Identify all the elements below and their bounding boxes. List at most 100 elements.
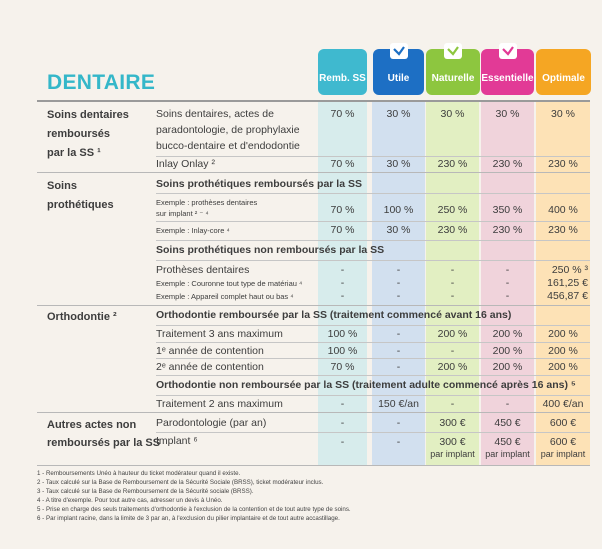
- divider: [37, 100, 590, 102]
- cell-value: 400 %: [548, 204, 578, 216]
- divider: [156, 193, 590, 194]
- cell-value: 30 %: [386, 108, 411, 120]
- cell-value: -: [450, 345, 455, 357]
- check-icon: [498, 43, 517, 59]
- section-label: Soins dentaires: [47, 109, 129, 121]
- cell-value: -: [396, 417, 401, 429]
- row-label: Traitement 3 ans maximum: [156, 328, 283, 340]
- cell-value: 200 %: [548, 361, 578, 373]
- row-label: Parodontologie (par an): [156, 417, 267, 429]
- column-bg-utile: [372, 101, 425, 465]
- cell-value: 230 %: [437, 158, 468, 170]
- cell-value: 350 %: [492, 204, 523, 216]
- column-bg-essentielle: [481, 101, 534, 465]
- cell-amount: 450 €: [494, 436, 521, 448]
- cell-value: -: [505, 264, 510, 276]
- cell-value: 70 %: [330, 108, 355, 120]
- divider: [156, 156, 590, 157]
- row-label: Exemple : prothèses dentaires: [156, 198, 258, 207]
- cell-value: 200 %: [548, 328, 578, 340]
- cell-value: 150 €/an: [378, 398, 419, 410]
- divider: [156, 325, 590, 326]
- cell-value: 300 € par implant: [426, 436, 479, 459]
- page-title: DENTAIRE: [47, 71, 156, 94]
- cell-value: -: [505, 277, 510, 289]
- section-label: remboursés par la SS: [47, 437, 161, 449]
- subsection-heading: Soins prothétiques remboursés par la SS: [156, 178, 362, 190]
- cell-value: -: [340, 264, 345, 276]
- divider: [156, 240, 590, 241]
- cell-value: 70 %: [330, 224, 355, 236]
- cell-value: -: [505, 398, 510, 410]
- plan-name: Essentielle: [481, 72, 534, 84]
- plan-header-essentielle: Essentielle: [481, 43, 534, 95]
- row-label: Traitement 2 ans maximum: [156, 398, 283, 410]
- cell-value: 70 %: [330, 361, 355, 373]
- check-icon: [444, 43, 462, 59]
- cell-value: 600 €: [549, 417, 577, 429]
- row-label: Exemple : Appareil complet haut ou bas ⁴: [156, 292, 294, 301]
- row-label: Soins dentaires, actes de: [156, 108, 274, 120]
- check-icon: [389, 43, 408, 59]
- cell-value: 200 %: [437, 328, 468, 340]
- cell-value: 100 %: [327, 328, 358, 340]
- row-label: sur implant ² ⁻ ⁴: [156, 209, 209, 218]
- section-label: Soins: [47, 180, 77, 192]
- cell-value: -: [450, 290, 455, 302]
- plan-name: Remb. SS: [319, 72, 366, 84]
- cell-value: -: [340, 277, 345, 289]
- column-bg-remb-ss: [318, 101, 367, 465]
- divider: [156, 260, 590, 261]
- cell-value: 30 %: [551, 108, 575, 120]
- subsection-heading: Soins prothétiques non remboursés par la…: [156, 244, 385, 256]
- plan-name: Optimale: [542, 72, 585, 84]
- subsection-heading: Orthodontie non remboursée par la SS (tr…: [156, 379, 576, 391]
- footnote: 6 - Par implant racine, dans la limite d…: [37, 515, 340, 522]
- cell-value: -: [396, 361, 401, 373]
- cell-value: 200 %: [492, 361, 523, 373]
- cell-value: 300 €: [439, 417, 466, 429]
- cell-value: 230 %: [492, 158, 523, 170]
- cell-value: 400 €/an: [542, 398, 584, 410]
- cell-value: 230 %: [548, 224, 578, 236]
- divider: [156, 221, 590, 222]
- cell-value: 30 %: [386, 158, 411, 170]
- row-label: paradontologie, de prophylaxie: [156, 124, 300, 136]
- cell-value: -: [340, 398, 345, 410]
- cell-value: -: [396, 277, 401, 289]
- cell-value: -: [396, 290, 401, 302]
- divider: [37, 465, 590, 466]
- cell-value: 200 %: [548, 345, 578, 357]
- plan-header-remb-ss: Remb. SS: [318, 49, 367, 95]
- footnote: 1 - Remboursements Unéo à hauteur du tic…: [37, 470, 241, 477]
- footnote: 3 - Taux calculé sur la Base de Rembours…: [37, 488, 254, 495]
- cell-value: 250 %: [437, 204, 468, 216]
- column-bg-naturelle: [426, 101, 479, 465]
- cell-unit: par implant: [430, 449, 475, 459]
- cell-value: 30 %: [386, 224, 411, 236]
- cell-value: 450 € par implant: [481, 436, 534, 459]
- cell-value: -: [450, 398, 455, 410]
- section-label: prothétiques: [47, 199, 114, 211]
- section-label: par la SS ¹: [47, 147, 101, 159]
- cell-value: -: [396, 328, 401, 340]
- cell-value: -: [340, 417, 345, 429]
- divider: [156, 395, 590, 396]
- cell-value: 230 %: [492, 224, 523, 236]
- subsection-heading: Orthodontie remboursée par la SS (traite…: [156, 309, 512, 321]
- row-label: Implant ⁶: [156, 435, 198, 447]
- cell-value: 200 %: [492, 345, 523, 357]
- divider: [156, 432, 590, 433]
- cell-value: 100 %: [327, 345, 358, 357]
- cell-value: 30 %: [495, 108, 520, 120]
- row-label: Exemple : Couronne tout type de matériau…: [156, 279, 303, 288]
- row-label: 1ᵉ année de contention: [156, 345, 264, 357]
- column-bg-optimale: [536, 101, 590, 465]
- section-label: remboursés: [47, 128, 110, 140]
- footnote: 4 - A titre d'exemple. Pour tout autre c…: [37, 497, 223, 504]
- divider: [156, 342, 590, 343]
- divider: [37, 412, 590, 413]
- cell-value: 600 € par implant: [536, 436, 590, 459]
- cell-value: 250 % ³: [551, 264, 588, 276]
- footnote: 5 - Prise en charge des seuls traitement…: [37, 506, 351, 513]
